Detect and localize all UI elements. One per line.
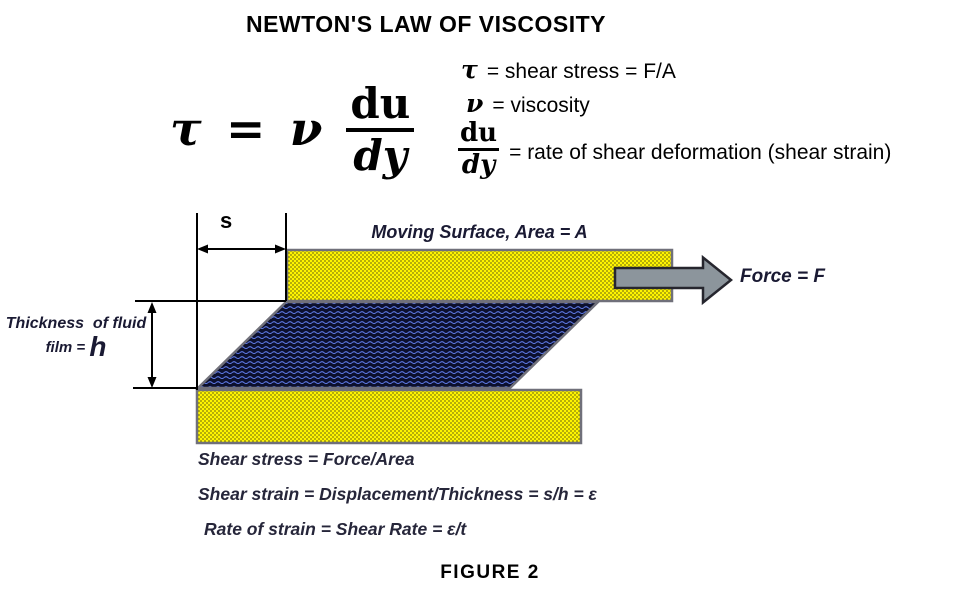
formula-lhs: τ = ν: [170, 102, 323, 158]
thickness-arrowhead-top-icon: [147, 302, 157, 313]
thickness-label-line2: film = h: [2, 333, 150, 361]
displacement-arrowhead-left-icon: [197, 244, 208, 254]
thickness-label-prefix: film =: [45, 339, 90, 356]
note-shear-stress: Shear stress = Force/Area: [198, 449, 415, 469]
tau-symbol: τ: [461, 55, 478, 84]
main-formula: τ = ν du dy: [170, 79, 415, 180]
dudy-fraction: du dy: [458, 118, 500, 180]
nu-definition-text: = viscosity: [492, 94, 590, 117]
force-arrow-icon: [613, 254, 733, 306]
displacement-label: s: [220, 208, 233, 233]
figure-caption: FIGURE 2: [440, 562, 540, 583]
note-rate-of-strain: Rate of strain = Shear Rate = ε/t: [204, 519, 467, 539]
tau-definition-text: = shear stress = F/A: [486, 60, 676, 83]
formula-denominator: dy: [353, 130, 408, 180]
note-shear-strain: Shear strain = Displacement/Thickness = …: [198, 484, 597, 504]
dudy-fraction-bar: [458, 148, 500, 151]
page-title: NEWTON'S LAW OF VISCOSITY: [245, 11, 606, 37]
nu-symbol: ν: [466, 89, 484, 118]
formula-numerator: du: [350, 79, 411, 128]
thickness-arrowhead-bottom-icon: [147, 377, 157, 388]
displacement-arrowhead-right-icon: [275, 244, 286, 254]
definition-dudy: du dy = rate of shear deformation (shear…: [458, 119, 891, 180]
force-label: Force = F: [740, 266, 825, 287]
definition-tau: τ = shear stress = F/A: [461, 55, 676, 84]
notes-block: Shear stress = Force/Area Shear strain =…: [198, 448, 597, 553]
formula-fraction: du dy: [346, 79, 415, 180]
thickness-label: Thickness of fluid film = h: [2, 315, 150, 361]
dudy-numerator: du: [460, 118, 498, 148]
thickness-symbol: h: [89, 331, 107, 362]
thickness-label-line1: Thickness of fluid: [5, 315, 147, 332]
fixed-plate: [195, 388, 583, 445]
definition-nu: ν = viscosity: [466, 89, 590, 118]
formula-fraction-bar: [346, 128, 415, 132]
dudy-definition-text: = rate of shear deformation (shear strai…: [509, 141, 892, 165]
moving-surface-label: Moving Surface, Area = A: [371, 222, 588, 242]
dudy-denominator: dy: [461, 149, 496, 180]
fluid-film: [194, 300, 602, 390]
